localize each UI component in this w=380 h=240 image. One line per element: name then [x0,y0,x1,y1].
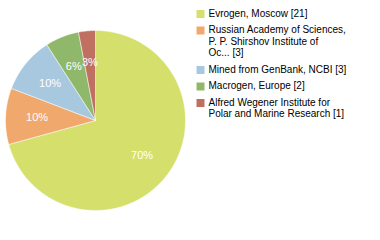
svg-text:Mined from GenBank, NCBI [3]: Mined from GenBank, NCBI [3] [209,64,347,75]
svg-text:Russian Academy of Sciences,P.: Russian Academy of Sciences,P. P. Shirsh… [209,24,346,58]
svg-text:6%: 6% [66,60,82,72]
svg-text:Macrogen, Europe [2]: Macrogen, Europe [2] [209,80,305,91]
svg-text:Evrogen, Moscow [21]: Evrogen, Moscow [21] [209,8,308,19]
svg-text:Alfred Wegener Institute forPo: Alfred Wegener Institute forPolar and Ma… [209,97,345,120]
svg-text:70%: 70% [131,149,153,161]
svg-text:10%: 10% [39,77,61,89]
svg-text:10%: 10% [26,111,48,123]
svg-text:3%: 3% [82,56,98,68]
